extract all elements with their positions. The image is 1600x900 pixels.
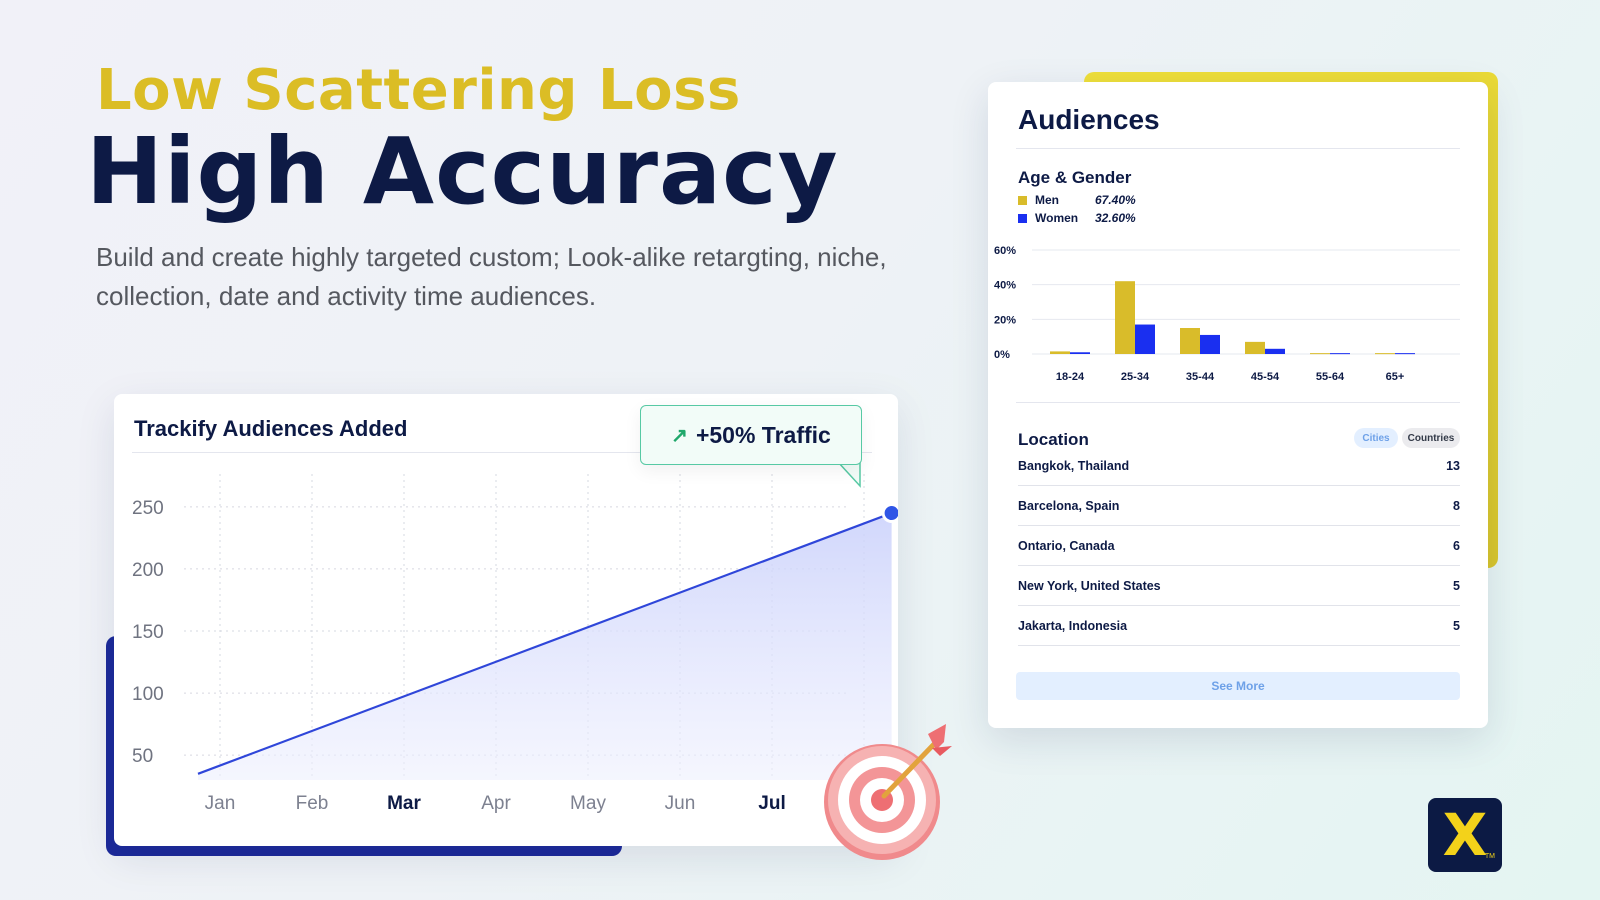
legend-name: Women	[1035, 211, 1079, 225]
audiences-title: Audiences	[1018, 104, 1160, 135]
legend-name: Men	[1035, 193, 1059, 207]
bar-men	[1050, 351, 1070, 354]
x-tick-label: May	[570, 793, 606, 814]
x-tick-label: Jul	[758, 793, 785, 814]
bar-men	[1180, 328, 1200, 354]
x-tick-label: Jun	[665, 793, 696, 814]
legend-swatch-women	[1018, 213, 1027, 223]
x-tick-label: Jan	[205, 793, 236, 814]
location-row: New York, United States 5	[1018, 566, 1460, 606]
y-tick-label: 150	[132, 622, 164, 643]
x-tick-label: Feb	[296, 793, 329, 814]
location-city: New York, United States	[1018, 578, 1161, 593]
logo-tm: TM	[1484, 853, 1495, 860]
y-tick-label: 60%	[994, 245, 1016, 257]
countries-filter-pill[interactable]: Countries	[1402, 428, 1460, 448]
x-tick-label: Mar	[387, 793, 421, 814]
cities-filter-pill[interactable]: Cities	[1354, 428, 1398, 448]
bar-women	[1135, 324, 1155, 354]
age-gender-bar-chart: 60% 40% 20% 0% 18-24 25-34 35-44 45-54 55-64 65+	[994, 245, 1460, 383]
legend-value: 32.60%	[1095, 211, 1136, 225]
bar-men	[1375, 353, 1395, 355]
location-count: 6	[1453, 538, 1460, 553]
location-title: Location	[1018, 430, 1089, 449]
hero-subtitle: Low Scattering Loss	[96, 58, 741, 123]
location-city: Ontario, Canada	[1018, 538, 1115, 553]
location-count: 5	[1453, 618, 1460, 633]
traffic-card-divider	[132, 452, 872, 453]
audiences-card: Audiences Age & Gender Men 67.40% Women …	[988, 82, 1488, 728]
x-tick-label: 18-24	[1056, 371, 1085, 383]
location-count: 8	[1453, 498, 1460, 513]
y-tick-label: 40%	[994, 280, 1016, 292]
legend-swatch-men	[1018, 195, 1027, 205]
x-tick-label: 65+	[1386, 371, 1405, 383]
target-icon	[824, 724, 952, 860]
location-city: Barcelona, Spain	[1018, 498, 1120, 513]
audiences-divider	[1016, 148, 1460, 149]
hero-title: High Accuracy	[86, 118, 839, 225]
data-point-endpoint	[882, 504, 898, 523]
y-tick-label: 20%	[994, 314, 1016, 326]
see-more-button[interactable]: See More	[1016, 672, 1460, 700]
y-tick-label: 0%	[994, 349, 1010, 361]
bar-women	[1395, 353, 1415, 355]
y-tick-label: 50	[132, 746, 153, 767]
traffic-badge: ↗ +50% Traffic	[640, 405, 862, 465]
location-city: Bangkok, Thailand	[1018, 458, 1130, 473]
badge-pointer	[838, 462, 861, 488]
brand-logo: X TM	[1428, 798, 1502, 872]
hero-description: Build and create highly targeted custom;…	[96, 242, 887, 311]
audiences-divider	[1016, 402, 1460, 403]
y-tick-label: 200	[132, 560, 164, 581]
series-line	[197, 512, 892, 775]
bar-women	[1200, 334, 1220, 354]
location-row: Jakarta, Indonesia 5	[1018, 606, 1460, 646]
location-city: Jakarta, Indonesia	[1018, 618, 1128, 633]
bar-men	[1245, 341, 1265, 354]
logo-mark: X	[1442, 801, 1488, 869]
bar-men	[1115, 281, 1135, 354]
legend-men: Men 67.40%	[1018, 192, 1136, 208]
y-tick-label: 250	[132, 498, 164, 519]
x-tick-label: 25-34	[1121, 371, 1150, 383]
bar-women	[1265, 348, 1285, 354]
area-fill	[198, 513, 892, 780]
x-tick-label: 45-54	[1251, 371, 1280, 383]
y-tick-label: 100	[132, 684, 164, 705]
traffic-card-title: Trackify Audiences Added	[134, 416, 408, 441]
line-chart: 250 200 150 100 50 Jan Feb Mar Apr May Jun Jul	[132, 474, 898, 814]
location-row: Barcelona, Spain 8	[1018, 486, 1460, 526]
bar-men	[1310, 353, 1330, 355]
legend-women: Women 32.60%	[1018, 210, 1136, 226]
x-tick-label: 35-44	[1186, 371, 1215, 383]
x-tick-label: 55-64	[1316, 371, 1345, 383]
traffic-badge-label: +50% Traffic	[695, 421, 831, 448]
traffic-card: Trackify Audiences Added 250 200 150 100 50 J…	[114, 394, 898, 846]
age-gender-title: Age & Gender	[1018, 168, 1132, 187]
legend-value: 67.40%	[1095, 193, 1136, 207]
bar-women	[1330, 353, 1350, 355]
bar-women	[1070, 352, 1090, 354]
x-tick-label: Apr	[481, 793, 511, 814]
location-count: 13	[1446, 458, 1460, 473]
arrow-up-right-icon: ↗	[671, 424, 688, 447]
location-row: Bangkok, Thailand 13	[1018, 446, 1460, 486]
location-row: Ontario, Canada 6	[1018, 526, 1460, 566]
location-count: 5	[1453, 578, 1460, 593]
